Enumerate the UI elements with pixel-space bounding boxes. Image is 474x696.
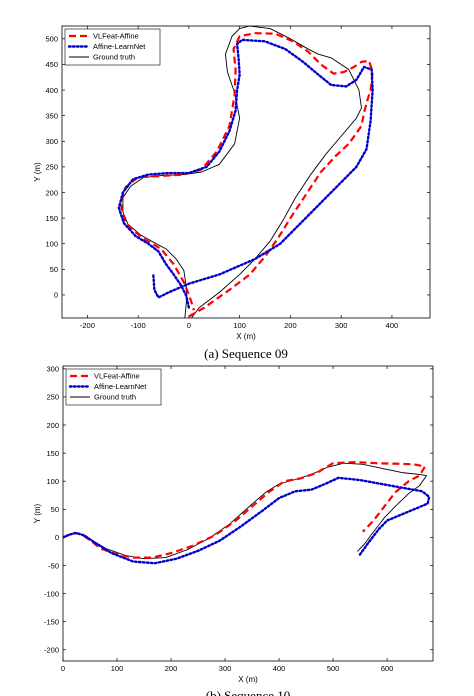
x-axis-label: X (m): [238, 675, 258, 684]
y-tick-label: -50: [48, 561, 59, 570]
x-tick-label: 400: [386, 321, 399, 330]
x-tick-label: 100: [233, 321, 246, 330]
legend-label: Affine-LearnNet: [93, 42, 146, 51]
series-line-vlfeat-affine: [63, 460, 426, 559]
x-tick-label: 400: [273, 664, 286, 673]
legend-label: VLFeat-Affine: [93, 32, 139, 41]
x-axis-label: X (m): [236, 332, 256, 341]
x-tick-label: 600: [381, 664, 394, 673]
y-tick-label: 250: [46, 393, 59, 402]
series-line-affine-learnnet: [117, 38, 374, 309]
x-tick-label: -100: [131, 321, 146, 330]
x-tick-label: 300: [219, 664, 232, 673]
y-tick-label: 150: [45, 214, 58, 223]
y-tick-label: 100: [45, 240, 58, 249]
y-tick-label: 0: [54, 291, 58, 300]
chart-caption: (b) Sequence 10: [206, 688, 290, 696]
y-tick-label: 350: [45, 111, 58, 120]
y-tick-label: 200: [46, 421, 59, 430]
y-tick-label: 300: [46, 365, 59, 374]
y-tick-label: 50: [50, 265, 58, 274]
y-tick-label: 150: [46, 449, 59, 458]
plot-frame: [61, 25, 431, 319]
y-axis-label: Y (m): [33, 503, 42, 523]
y-tick-label: -200: [44, 646, 59, 655]
legend-label: Ground truth: [94, 393, 136, 402]
plot-frame: [62, 365, 434, 662]
y-tick-label: 200: [45, 188, 58, 197]
x-tick-label: 300: [335, 321, 348, 330]
chart-2: 0 100 200 300 400 500 600 -200 -150 -100 -50 0 50 100…: [33, 365, 434, 696]
legend-label: VLFeat-Affine: [94, 372, 140, 381]
x-tick-label: 200: [165, 664, 178, 673]
chart-1: -200 -100 0 100 200 300 400 0 50 100 150 200 250 300 3…: [33, 25, 431, 361]
y-tick-label: 250: [45, 163, 58, 172]
legend-label: Ground truth: [93, 53, 135, 62]
y-tick-label: 300: [45, 137, 58, 146]
x-tick-label: 100: [111, 664, 124, 673]
y-tick-label: 450: [45, 60, 58, 69]
y-tick-label: 500: [45, 35, 58, 44]
y-tick-label: 400: [45, 86, 58, 95]
y-tick-label: 0: [55, 533, 59, 542]
legend-label: Affine-LearnNet: [94, 382, 147, 391]
y-tick-label: 100: [46, 477, 59, 486]
x-tick-label: 0: [61, 664, 65, 673]
y-tick-label: -100: [44, 589, 59, 598]
y-axis-label: Y (m): [33, 162, 42, 182]
chart-caption: (a) Sequence 09: [204, 346, 288, 361]
x-tick-label: 500: [327, 664, 340, 673]
x-tick-label: -200: [80, 321, 95, 330]
y-tick-label: -150: [44, 617, 59, 626]
x-tick-label: 200: [284, 321, 297, 330]
y-tick-label: 50: [51, 505, 59, 514]
x-tick-label: 0: [187, 321, 191, 330]
series-line-affine-learnnet: [63, 476, 431, 565]
